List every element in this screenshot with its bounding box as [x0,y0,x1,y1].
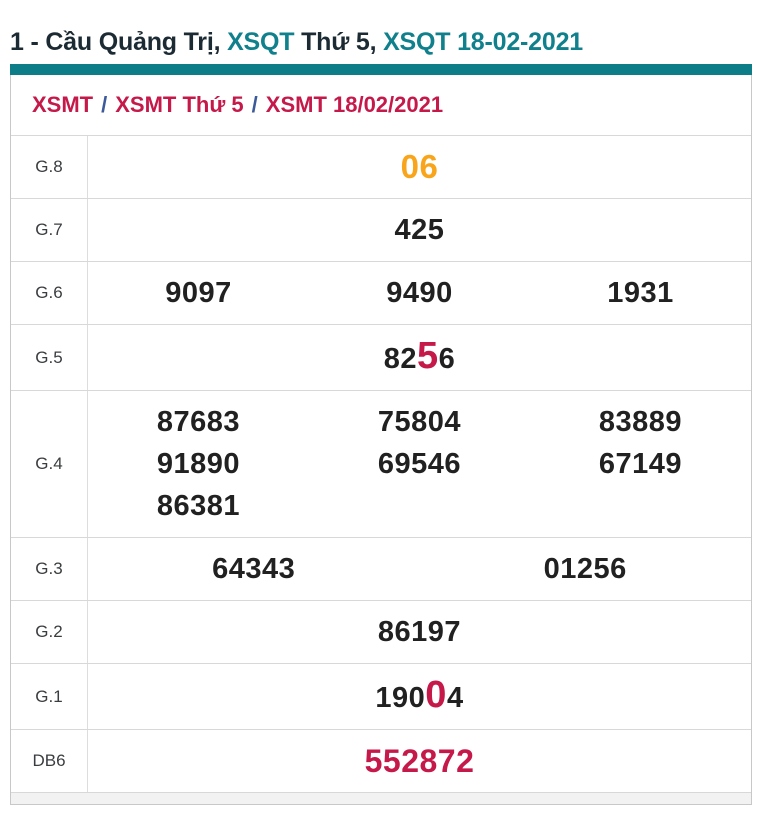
highlighted-digit: 5 [416,335,439,377]
digit-group: 6 [438,343,456,375]
digit-group: 82 [383,343,417,375]
prize-values: 87683 75804 83889 91890 69546 67149 86381 [88,391,751,537]
prize-row: G.3 64343 01256 [11,537,751,600]
prize-values: 64343 01256 [88,538,751,600]
prize-values: 86197 [88,601,751,663]
prize-values: 552872 [88,730,751,792]
breadcrumb-separator: / [101,92,108,117]
prize-label: G.7 [11,199,88,261]
prize-label: G.6 [11,262,88,324]
prize-row: G.8 06 [11,135,751,198]
prize-label: G.1 [11,664,88,729]
prize-values: 9097 9490 1931 [88,262,751,324]
prize-row: G.5 8256 [11,324,751,390]
prize-number: 19004 [88,674,751,719]
prize-row: G.2 86197 [11,600,751,663]
prize-values: 19004 [88,664,751,729]
prize-number: 9097 [165,277,232,309]
breadcrumb-link-xsmt-date[interactable]: XSMT 18/02/2021 [265,92,444,117]
prize-number: 9490 [386,277,453,309]
prize-number: 552872 [364,743,475,779]
prize-number: 67149 [598,448,683,480]
prize-row: G.1 19004 [11,663,751,729]
prize-number: 86381 [156,490,241,522]
prize-values: 425 [88,199,751,261]
next-section-partial [11,792,751,804]
prize-row: DB6 552872 [11,729,751,792]
prize-label: G.5 [11,325,88,390]
teal-divider-bar [10,64,752,75]
prize-number: 425 [394,214,445,246]
results-container: XSMT / XSMT Thứ 5/XSMT 18/02/2021 G.8 06 G.7… [10,75,752,805]
highlighted-digit: 0 [425,674,447,716]
prize-number: 06 [400,148,439,185]
page: 1 - Cầu Quảng Trị, XSQT Thứ 5, XSQT 18-0… [0,28,762,805]
breadcrumb-separator: / [251,92,258,117]
prize-number: 64343 [212,553,296,585]
prize-row: G.7 425 [11,198,751,261]
digit-group: 4 [446,682,464,714]
results-table: G.8 06 G.7 425 G.6 9097 9490 1931 G.5 8256 G.4 8768… [11,135,751,792]
prize-values: 06 [88,136,751,198]
prize-number: 01256 [543,553,627,585]
prize-number: 87683 [156,406,241,438]
title-part-teal: XSQT 18-02-2021 [383,28,583,56]
digit-group: 190 [375,682,426,714]
prize-values: 8256 [88,325,751,390]
breadcrumb-link-xsmt[interactable]: XSMT [32,92,94,117]
prize-label: DB6 [11,730,88,792]
prize-label: G.8 [11,136,88,198]
prize-label: G.2 [11,601,88,663]
breadcrumb: XSMT / XSMT Thứ 5 / XSMT 18/02/2021 [11,75,751,135]
prize-number: 91890 [156,448,241,480]
prize-row: G.4 87683 75804 83889 91890 69546 67149 86381 [11,390,751,537]
page-title: 1 - Cầu Quảng Trị, XSQT Thứ 5, XSQT 18-0… [10,28,752,57]
title-part-dark: 1 - Cầu Quảng Trị, [10,28,228,56]
breadcrumb-link-xsmt-thu5[interactable]: XSMT Thứ 5 [115,92,244,117]
title-part-dark: Thứ 5, [294,28,384,56]
prize-number: 83889 [598,406,683,438]
title-part-teal: XSQT [227,28,295,56]
prize-number: 8256 [88,335,751,380]
prize-label: G.4 [11,391,88,537]
prize-number: 86197 [377,616,462,648]
prize-number: 75804 [377,406,462,438]
prize-number: 1931 [607,277,674,309]
prize-row: G.6 9097 9490 1931 [11,261,751,324]
prize-number: 69546 [377,448,462,480]
prize-label: G.3 [11,538,88,600]
